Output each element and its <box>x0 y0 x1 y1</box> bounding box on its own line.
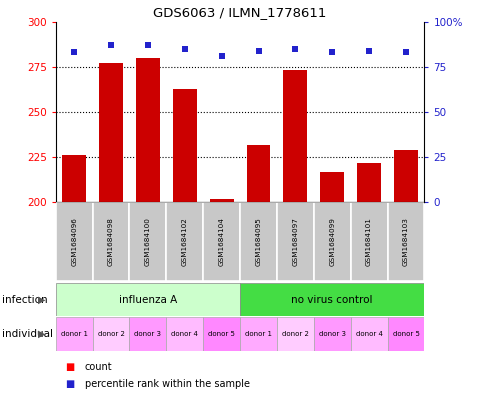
Text: donor 5: donor 5 <box>208 331 235 337</box>
Text: ▶: ▶ <box>37 295 45 305</box>
Text: GSM1684100: GSM1684100 <box>145 217 151 266</box>
Bar <box>166 317 203 351</box>
Bar <box>62 155 86 202</box>
Bar <box>276 317 313 351</box>
Text: GSM1684095: GSM1684095 <box>255 217 261 266</box>
Bar <box>313 202 350 281</box>
Text: percentile rank within the sample: percentile rank within the sample <box>85 379 249 389</box>
Bar <box>387 317 424 351</box>
Text: count: count <box>85 362 112 373</box>
Bar <box>350 317 387 351</box>
Bar <box>246 145 270 202</box>
Bar <box>136 58 160 202</box>
Bar <box>209 199 233 202</box>
Bar <box>240 283 424 316</box>
Text: no virus control: no virus control <box>291 295 372 305</box>
Text: GSM1684098: GSM1684098 <box>108 217 114 266</box>
Text: infection: infection <box>2 295 48 305</box>
Text: GSM1684101: GSM1684101 <box>365 217 371 266</box>
Title: GDS6063 / ILMN_1778611: GDS6063 / ILMN_1778611 <box>153 6 326 19</box>
Bar <box>319 172 344 202</box>
Text: donor 4: donor 4 <box>355 331 382 337</box>
Bar <box>129 317 166 351</box>
Text: donor 3: donor 3 <box>318 331 345 337</box>
Text: GSM1684104: GSM1684104 <box>218 217 224 266</box>
Bar <box>92 317 129 351</box>
Bar <box>92 202 129 281</box>
Text: influenza A: influenza A <box>119 295 177 305</box>
Bar <box>129 202 166 281</box>
Text: ■: ■ <box>65 362 75 373</box>
Text: GSM1684097: GSM1684097 <box>292 217 298 266</box>
Bar <box>313 317 350 351</box>
Bar <box>240 202 276 281</box>
Bar <box>172 88 197 202</box>
Bar <box>387 202 424 281</box>
Bar <box>283 70 307 202</box>
Text: donor 1: donor 1 <box>60 331 88 337</box>
Text: donor 3: donor 3 <box>134 331 161 337</box>
Text: donor 2: donor 2 <box>281 331 308 337</box>
Bar <box>203 202 240 281</box>
Text: GSM1684099: GSM1684099 <box>329 217 334 266</box>
Text: GSM1684103: GSM1684103 <box>402 217 408 266</box>
Text: donor 1: donor 1 <box>244 331 272 337</box>
Text: donor 4: donor 4 <box>171 331 198 337</box>
Bar <box>350 202 387 281</box>
Text: individual: individual <box>2 329 53 339</box>
Text: GSM1684102: GSM1684102 <box>182 217 187 266</box>
Text: ■: ■ <box>65 379 75 389</box>
Bar <box>56 283 240 316</box>
Bar <box>276 202 313 281</box>
Text: ▶: ▶ <box>37 329 45 339</box>
Bar <box>356 163 380 202</box>
Text: donor 2: donor 2 <box>97 331 124 337</box>
Bar <box>203 317 240 351</box>
Text: donor 5: donor 5 <box>392 331 419 337</box>
Bar <box>56 317 92 351</box>
Text: GSM1684096: GSM1684096 <box>71 217 77 266</box>
Bar <box>240 317 276 351</box>
Bar <box>166 202 203 281</box>
Bar <box>56 202 92 281</box>
Bar <box>99 63 123 202</box>
Bar <box>393 150 417 202</box>
